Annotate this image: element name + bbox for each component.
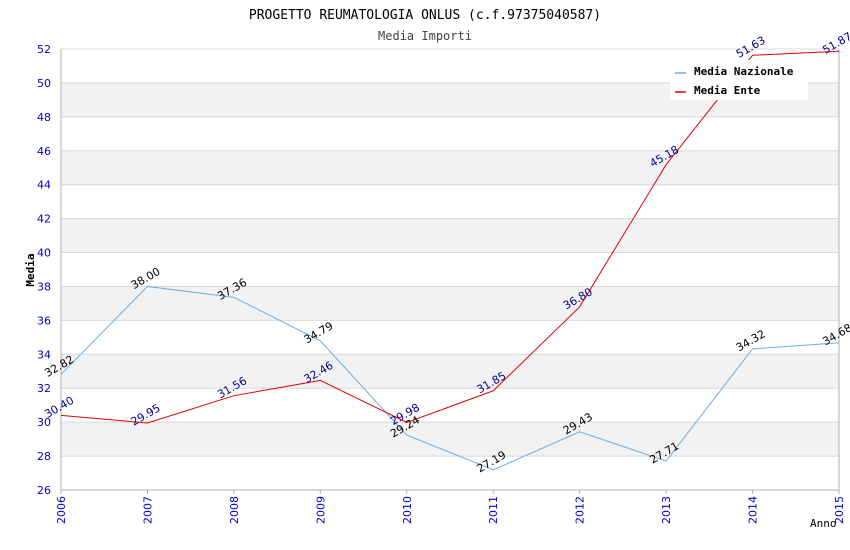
y-tick-label: 48 [37,111,51,124]
y-tick-label: 46 [37,145,51,158]
band-32 [61,354,839,389]
legend-box [670,60,808,100]
band-40 [61,218,839,253]
series-line-media-nazionale [60,285,840,471]
y-tick-label: 26 [37,484,51,497]
x-tick-label: 2006 [55,496,68,524]
x-axis-label: Anno [810,517,837,530]
data-label-media-ente: 30.40 [42,394,76,421]
x-tick-label: 2007 [141,496,154,524]
y-tick-label: 28 [37,450,51,463]
y-tick-label: 30 [37,416,51,429]
plot-background-bands [61,82,839,457]
series-line-media-ente [60,50,840,424]
x-tick-label: 2008 [228,496,241,524]
y-tick-label: 32 [37,382,51,395]
data-label-media-nazionale: 34.32 [734,327,768,354]
legend-label-media-nazionale: Media Nazionale [694,65,794,78]
y-tick-label: 40 [37,247,51,260]
series-lines [60,50,840,471]
band-28 [61,422,839,457]
y-tick-label: 52 [37,43,51,56]
x-tick-label: 2014 [747,496,760,524]
x-tick-labels: 2006 2007 2008 2009 2010 2011 2012 2013 2014 2015 [55,496,846,524]
chart-title: PROGETTO REUMATOLOGIA ONLUS (c.f.9737504… [249,8,601,23]
x-tick-label: 2013 [660,496,673,524]
band-36 [61,286,839,321]
data-label-media-ente: 51.87 [820,30,850,57]
legend: Media Nazionale Media Ente [670,60,808,100]
y-tick-label: 50 [37,77,51,90]
x-tick-label: 2012 [574,496,587,524]
y-tick-label: 44 [37,179,51,192]
axes [60,49,840,494]
data-label-media-nazionale: 34.68 [820,321,850,348]
x-tick-label: 2010 [401,496,414,524]
gridlines [61,48,839,491]
chart-subtitle: Media Importi [378,29,472,43]
y-tick-label: 38 [37,280,51,293]
y-tick-label: 36 [37,314,51,327]
y-tick-labels: 26 28 30 32 34 36 38 40 42 44 46 48 50 52 [37,43,51,497]
x-tick-label: 2011 [487,496,500,524]
data-label-media-nazionale: 34.79 [302,319,336,346]
legend-label-media-ente: Media Ente [694,84,761,97]
x-tick-label: 2015 [833,496,846,524]
y-tick-label: 42 [37,213,51,226]
x-tick-label: 2009 [314,496,327,524]
y-axis-label: Media [24,253,37,286]
band-44 [61,150,839,185]
y-tick-label: 34 [37,348,51,361]
